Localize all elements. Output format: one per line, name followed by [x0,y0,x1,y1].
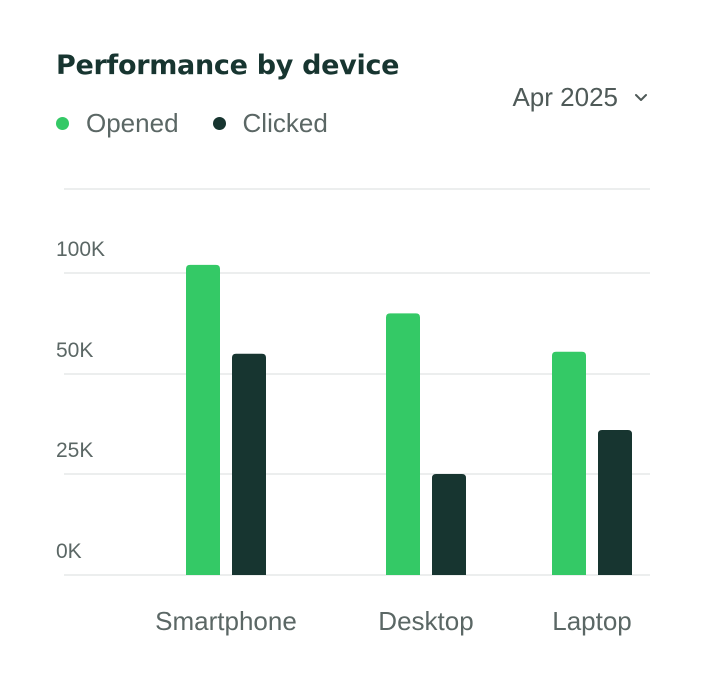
clicked-dot-icon [212,117,226,130]
period-dropdown[interactable]: Apr 2025 [512,82,648,113]
x-category-label: Desktop [378,606,473,636]
x-category-label: Laptop [552,606,632,636]
bar-clicked-desktop [432,474,466,575]
opened-dot-icon [56,117,69,130]
period-dropdown-label: Apr 2025 [512,82,618,112]
y-tick-label: 50K [56,339,93,362]
y-tick-label: 100K [56,238,105,261]
bar-opened-desktop [386,313,420,575]
x-category-label: Smartphone [155,606,297,636]
y-tick-label: 25K [56,439,93,462]
bar-clicked-smartphone [232,353,266,575]
bar-opened-smartphone [186,264,220,575]
legend-item-opened: Opened [56,108,179,139]
chart-legend: Opened Clicked [56,108,362,139]
legend-item-clicked: Clicked [212,108,328,139]
chevron-down-icon [635,93,647,101]
chart-title: Performance by device [56,50,400,81]
legend-label-clicked: Clicked [242,108,328,138]
y-tick-label: 0K [56,540,82,563]
legend-label-opened: Opened [86,108,179,138]
bar-opened-laptop [552,351,586,575]
bar-clicked-laptop [598,430,632,575]
